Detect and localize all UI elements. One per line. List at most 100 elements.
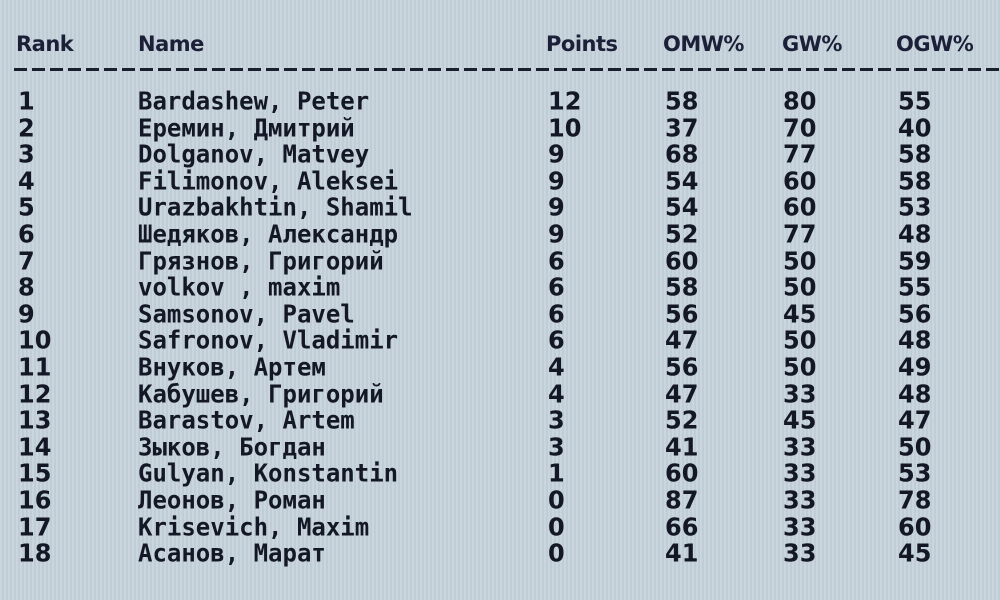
cell-rank: 4: [18, 166, 35, 196]
cell-gw: 50: [783, 245, 817, 276]
header-omw: OMW%: [663, 32, 744, 56]
cell-points: 3: [548, 405, 565, 435]
cell-omw: 60: [665, 458, 699, 489]
cell-name: Barastov, Artem: [138, 405, 355, 435]
cell-points: 0: [548, 538, 565, 568]
cell-points: 12: [548, 86, 582, 116]
cell-omw: 54: [665, 166, 699, 196]
table-row: 3 Dolganov, Matvey 9 68 77 58: [0, 141, 1000, 168]
cell-points: 6: [548, 272, 565, 302]
cell-rank: 8: [18, 272, 35, 302]
cell-omw: 37: [665, 112, 699, 143]
cell-omw: 58: [665, 272, 699, 302]
table-row: 11 Внуков, Артем 4 56 50 49: [0, 352, 1000, 382]
cell-name: Samsonov, Pavel: [138, 299, 355, 329]
cell-points: 3: [548, 432, 565, 462]
cell-gw: 50: [783, 272, 817, 302]
cell-omw: 60: [665, 245, 699, 276]
cell-points: 0: [548, 511, 565, 542]
table-row: 16 Леонов, Роман 0 87 33 78: [0, 485, 1000, 515]
header-name: Name: [138, 32, 204, 56]
cell-rank: 11: [18, 352, 52, 382]
cell-ogw: 50: [898, 432, 932, 462]
cell-ogw: 48: [898, 325, 932, 356]
cell-gw: 50: [783, 352, 817, 382]
cell-name: Safronov, Vladimir: [138, 325, 399, 356]
cell-rank: 18: [18, 538, 52, 568]
cell-points: 9: [548, 192, 565, 223]
cell-ogw: 55: [898, 86, 932, 116]
table-row: 2 Еремин, Дмитрий 10 37 70 40: [0, 112, 1000, 143]
cell-omw: 52: [665, 219, 699, 249]
cell-points: 10: [548, 112, 582, 143]
cell-omw: 41: [665, 538, 699, 568]
cell-rank: 3: [18, 139, 35, 169]
cell-name: Леонов, Роман: [138, 485, 326, 515]
cell-gw: 33: [783, 432, 817, 462]
table-body: 1 Bardashew, Peter 12 58 80 55 2 Еремин, Дмитри…: [0, 86, 1000, 568]
cell-omw: 47: [665, 325, 699, 356]
cell-name: Грязнов, Григорий: [138, 245, 384, 276]
cell-ogw: 47: [898, 405, 932, 435]
cell-rank: 12: [18, 378, 52, 409]
cell-rank: 5: [18, 192, 35, 223]
cell-gw: 33: [783, 485, 817, 515]
cell-name: volkov , maxim: [138, 272, 341, 302]
cell-rank: 14: [18, 432, 52, 462]
cell-rank: 16: [18, 485, 52, 515]
cell-name: Dolganov, Matvey: [138, 139, 370, 169]
table-row: 9 Samsonov, Pavel 6 56 45 56: [0, 299, 1000, 329]
table-row: 15 Gulyan, Konstantin 1 60 33 53: [0, 460, 1000, 487]
cell-gw: 50: [783, 325, 817, 356]
cell-rank: 15: [18, 458, 52, 489]
cell-ogw: 49: [898, 352, 932, 382]
cell-rank: 6: [18, 219, 35, 249]
cell-rank: 9: [18, 299, 35, 329]
cell-omw: 87: [665, 485, 699, 515]
cell-name: Шедяков, Александр: [138, 219, 399, 249]
cell-omw: 52: [665, 405, 699, 435]
table-row: 14 Зыков, Богдан 3 41 33 50: [0, 432, 1000, 462]
cell-ogw: 56: [898, 299, 932, 329]
table-row: 17 Krisevich, Maxim 0 66 33 60: [0, 511, 1000, 542]
header-separator: [14, 68, 1000, 71]
cell-name: Еремин, Дмитрий: [138, 112, 355, 143]
cell-gw: 33: [783, 458, 817, 489]
header-points: Points: [546, 32, 618, 56]
cell-rank: 13: [18, 405, 52, 435]
cell-rank: 1: [18, 86, 35, 116]
cell-ogw: 59: [898, 245, 932, 276]
cell-omw: 56: [665, 299, 699, 329]
table-row: 18 Асанов, Марат 0 41 33 45: [0, 538, 1000, 568]
cell-name: Krisevich, Maxim: [138, 511, 370, 542]
cell-ogw: 60: [898, 511, 932, 542]
table-row: 1 Bardashew, Peter 12 58 80 55: [0, 86, 1000, 116]
cell-name: Асанов, Марат: [138, 538, 326, 568]
table-row: 12 Кабушев, Григорий 4 47 33 48: [0, 378, 1000, 409]
cell-points: 1: [548, 458, 565, 489]
table-row: 5 Urazbakhtin, Shamil 9 54 60 53: [0, 194, 1000, 221]
cell-points: 0: [548, 485, 565, 515]
cell-gw: 45: [783, 405, 817, 435]
cell-ogw: 78: [898, 485, 932, 515]
cell-rank: 17: [18, 511, 52, 542]
cell-name: Gulyan, Konstantin: [138, 458, 399, 489]
cell-name: Urazbakhtin, Shamil: [138, 192, 413, 223]
cell-name: Кабушев, Григорий: [138, 378, 384, 409]
cell-name: Зыков, Богдан: [138, 432, 326, 462]
cell-gw: 77: [783, 139, 817, 169]
table-row: 10 Safronov, Vladimir 6 47 50 48: [0, 327, 1000, 354]
cell-ogw: 45: [898, 538, 932, 568]
cell-omw: 47: [665, 378, 699, 409]
cell-points: 4: [548, 352, 565, 382]
table-row: 7 Грязнов, Григорий 6 60 50 59: [0, 245, 1000, 276]
table-row: 13 Barastov, Artem 3 52 45 47: [0, 405, 1000, 435]
header-ogw: OGW%: [896, 32, 974, 56]
cell-points: 9: [548, 166, 565, 196]
cell-gw: 33: [783, 378, 817, 409]
cell-points: 9: [548, 139, 565, 169]
cell-omw: 41: [665, 432, 699, 462]
cell-gw: 60: [783, 192, 817, 223]
cell-omw: 68: [665, 139, 699, 169]
cell-name: Filimonov, Aleksei: [138, 166, 399, 196]
